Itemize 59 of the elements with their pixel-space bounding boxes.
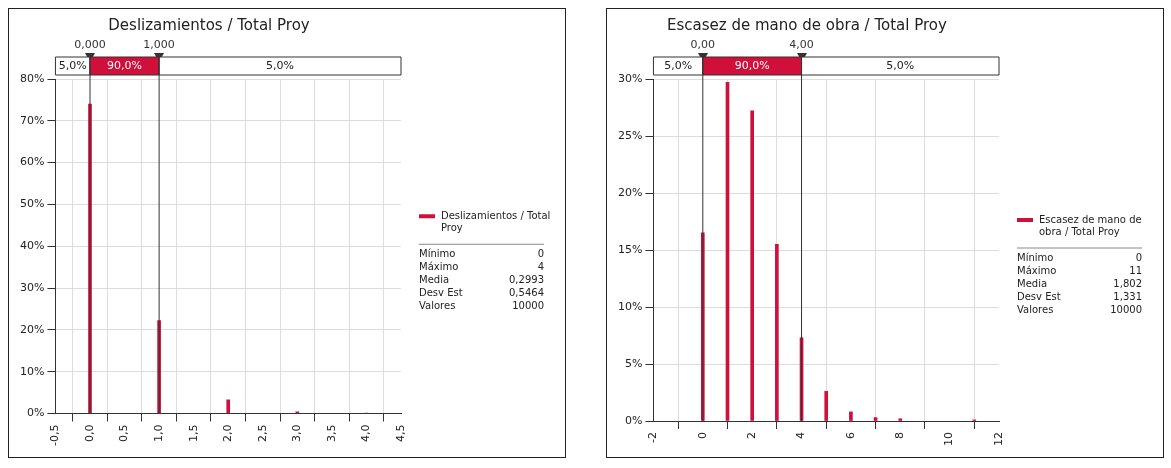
- text: Valores 10000: [1017, 303, 1142, 315]
- y-tick-label: 0%: [625, 413, 643, 427]
- y-tick-label: 80%: [20, 71, 45, 85]
- text: Máximo 11: [1017, 264, 1142, 276]
- ref-line-label: 0,00: [690, 38, 716, 52]
- x-tick-label: 3,0: [290, 424, 304, 443]
- ref-line-label: 0,000: [74, 38, 106, 52]
- x-tick-label: 10: [942, 432, 956, 446]
- x-tick-label: -2: [646, 432, 660, 443]
- text: Máximo 4: [419, 260, 544, 272]
- y-tick-label: 40%: [20, 239, 45, 253]
- y-tick-label: 15%: [618, 242, 643, 256]
- y-tick-label: 50%: [20, 197, 45, 211]
- text: Desv Est 1,331: [1017, 290, 1142, 302]
- text: Desv Est 0,5464: [419, 286, 544, 298]
- text: 5,0%: [664, 58, 693, 72]
- x-tick-label: 3,5: [324, 424, 338, 443]
- x-tick-label: 0,0: [82, 424, 96, 443]
- text: 5,0%: [886, 58, 915, 72]
- text: Mínimo 0: [1017, 251, 1142, 263]
- x-tick-label: 2,0: [221, 424, 235, 443]
- ref-line-label: 4,00: [789, 38, 814, 52]
- x-tick-label: 2: [745, 432, 759, 439]
- legend-label: Escasez de mano de obra / Total Proy: [1039, 213, 1142, 237]
- text: Valores 10000: [419, 299, 544, 311]
- x-tick-label: 1,0: [151, 424, 165, 443]
- text: 90,0%: [107, 58, 143, 72]
- x-tick-label: 6: [843, 432, 857, 439]
- chart-title: Escasez de mano de obra / Total Proy: [667, 15, 948, 34]
- text: 5,0%: [266, 58, 295, 72]
- y-tick-label: 60%: [20, 155, 45, 169]
- y-tick-label: 5%: [625, 356, 643, 370]
- y-tick-label: 20%: [20, 322, 45, 336]
- y-tick-label: 20%: [618, 185, 643, 199]
- x-tick-label: 12: [991, 432, 1005, 446]
- text: Mínimo 0: [419, 247, 544, 259]
- y-tick-label: 70%: [20, 113, 45, 127]
- text: Media 0,2993: [419, 273, 544, 285]
- y-tick-label: 10%: [618, 299, 643, 313]
- chart-title: Deslizamientos / Total Proy: [108, 15, 310, 34]
- x-tick-label: 4,0: [359, 424, 373, 443]
- x-tick-label: -0,5: [48, 424, 62, 447]
- y-tick-label: 30%: [618, 71, 643, 85]
- legend-label: Deslizamientos / Total Proy: [441, 209, 551, 233]
- x-tick-label: 0,5: [117, 424, 131, 443]
- text: 5,0%: [58, 58, 87, 72]
- x-tick-label: 4,5: [393, 424, 407, 443]
- x-tick-label: 2,5: [255, 424, 269, 443]
- ref-line-label: 1,000: [143, 38, 175, 52]
- text: 90,0%: [734, 58, 770, 72]
- y-tick-label: 25%: [618, 128, 643, 142]
- y-tick-label: 30%: [20, 280, 45, 294]
- x-tick-label: 8: [893, 432, 907, 439]
- y-tick-label: 0%: [27, 406, 45, 420]
- y-tick-label: 10%: [20, 364, 45, 378]
- text: Media 1,802: [1017, 277, 1142, 289]
- x-tick-label: 1,5: [186, 424, 200, 443]
- x-tick-label: 0: [695, 432, 709, 439]
- x-tick-label: 4: [794, 432, 808, 439]
